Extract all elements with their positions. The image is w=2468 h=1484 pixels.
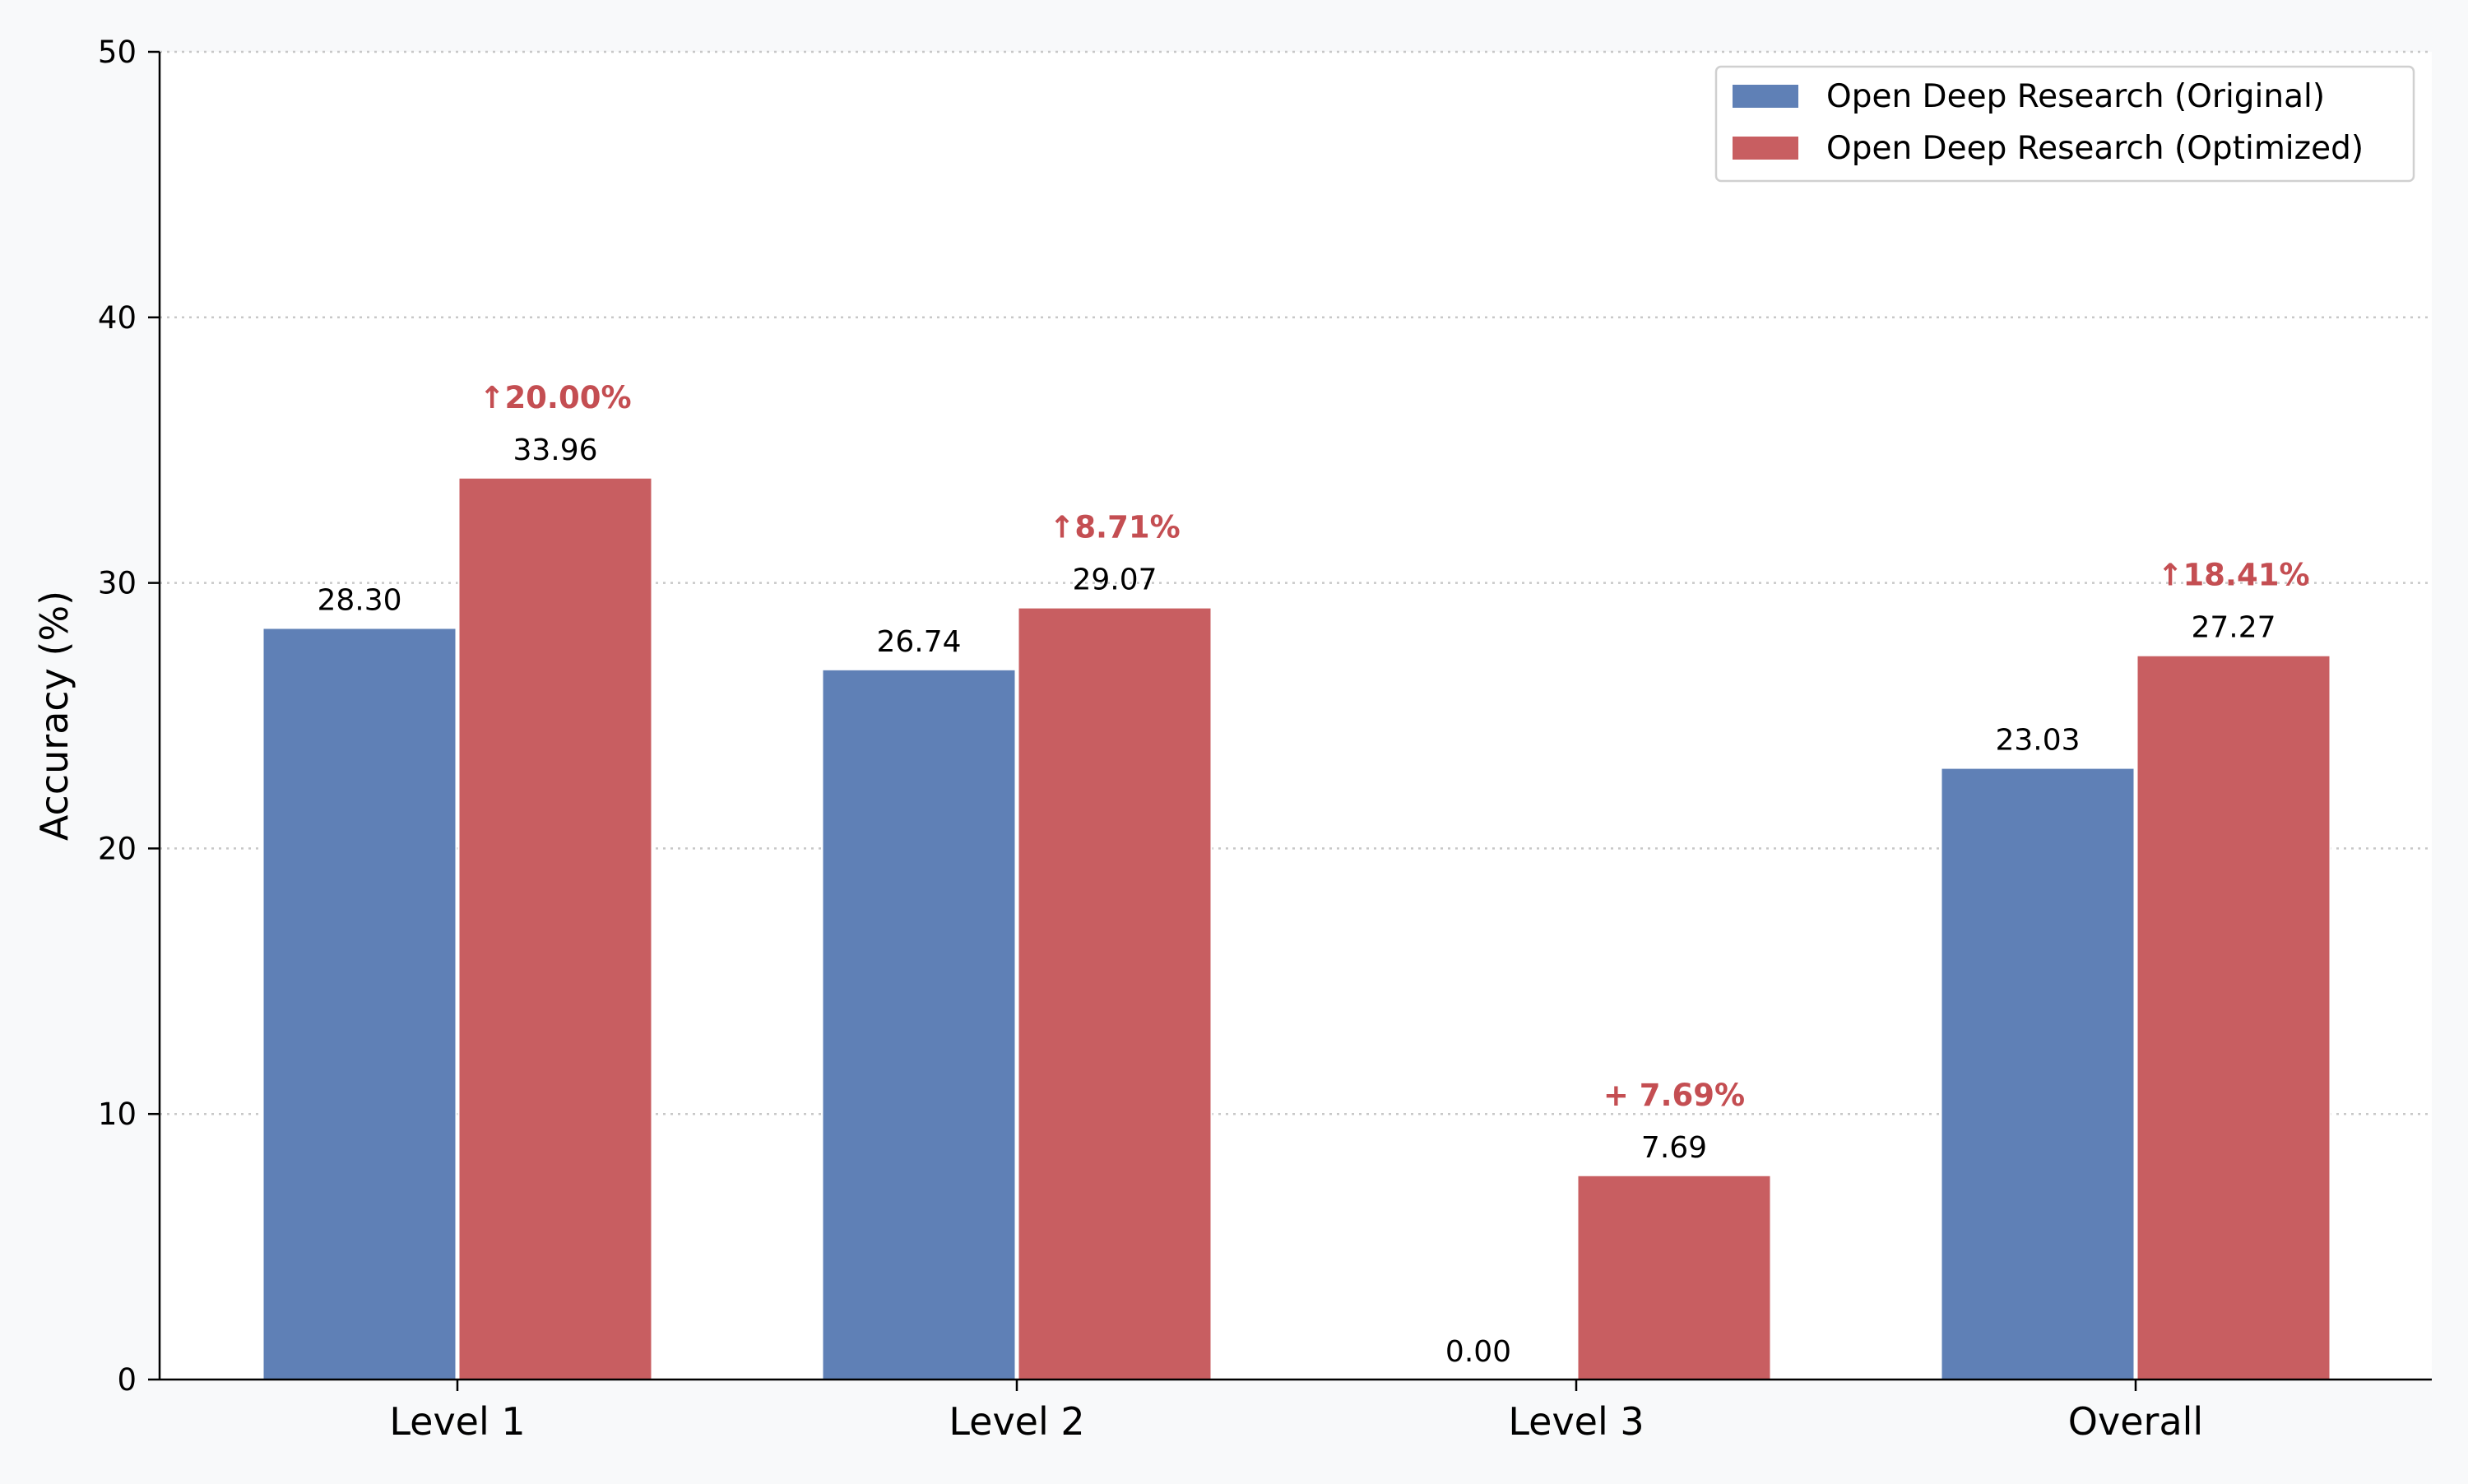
bar-series-0-1 <box>821 668 1017 1380</box>
value-label-series-0-0: 28.30 <box>317 583 401 617</box>
bar-series-1-2 <box>1576 1174 1772 1381</box>
value-label-series-1-3: 27.27 <box>2191 611 2275 645</box>
legend: Open Deep Research (Original) Open Deep R… <box>1714 65 2415 183</box>
improvement-annotation-3: ↑18.41% <box>2157 558 2309 593</box>
x-tick-label-0: Level 1 <box>389 1399 525 1444</box>
y-tick-label-1: 10 <box>98 1097 137 1132</box>
y-tick-label-0: 0 <box>117 1362 137 1398</box>
value-label-series-1-1: 29.07 <box>1072 563 1157 597</box>
bar-series-1-0 <box>457 476 653 1380</box>
legend-entry-0: Open Deep Research (Original) <box>1826 78 2325 115</box>
legend-entry-1: Open Deep Research (Optimized) <box>1826 130 2364 167</box>
bar-series-0-3 <box>1940 767 2136 1380</box>
improvement-annotation-1: ↑8.71% <box>1049 510 1180 545</box>
improvement-annotation-0: ↑20.00% <box>479 380 631 415</box>
value-label-series-0-3: 23.03 <box>1995 724 2080 758</box>
bars <box>262 476 2331 1381</box>
y-tick-label-2: 20 <box>98 831 137 866</box>
y-axis-label: Accuracy (%) <box>32 591 77 841</box>
x-tick-label-3: Overall <box>2068 1399 2203 1444</box>
y-tick-label-4: 40 <box>98 300 137 336</box>
legend-box <box>1714 65 2415 183</box>
value-label-series-0-2: 0.00 <box>1445 1335 1511 1369</box>
bar-series-1-1 <box>1017 606 1213 1380</box>
axes: 0 10 20 30 40 50 Level 1 Level 2 Level 3 Overall <box>98 35 2432 1444</box>
value-label-series-1-0: 33.96 <box>513 434 597 467</box>
value-label-series-0-1: 26.74 <box>876 625 961 659</box>
x-tick-label-2: Level 3 <box>1508 1399 1644 1444</box>
data-labels: 28.30 26.74 0.00 23.03 33.96 29.07 7.69 27.27 ↑2… <box>317 380 2309 1369</box>
improvement-annotation-2: + 7.69% <box>1603 1078 1745 1113</box>
y-tick-label-5: 50 <box>98 35 137 70</box>
legend-swatch-1 <box>1733 137 1798 160</box>
legend-swatch-0 <box>1733 85 1798 108</box>
y-tick-label-3: 30 <box>98 566 137 601</box>
bar-series-0-0 <box>262 627 457 1380</box>
x-tick-label-1: Level 2 <box>949 1399 1084 1444</box>
value-label-series-1-2: 7.69 <box>1641 1131 1707 1165</box>
bar-series-1-3 <box>2136 654 2331 1380</box>
